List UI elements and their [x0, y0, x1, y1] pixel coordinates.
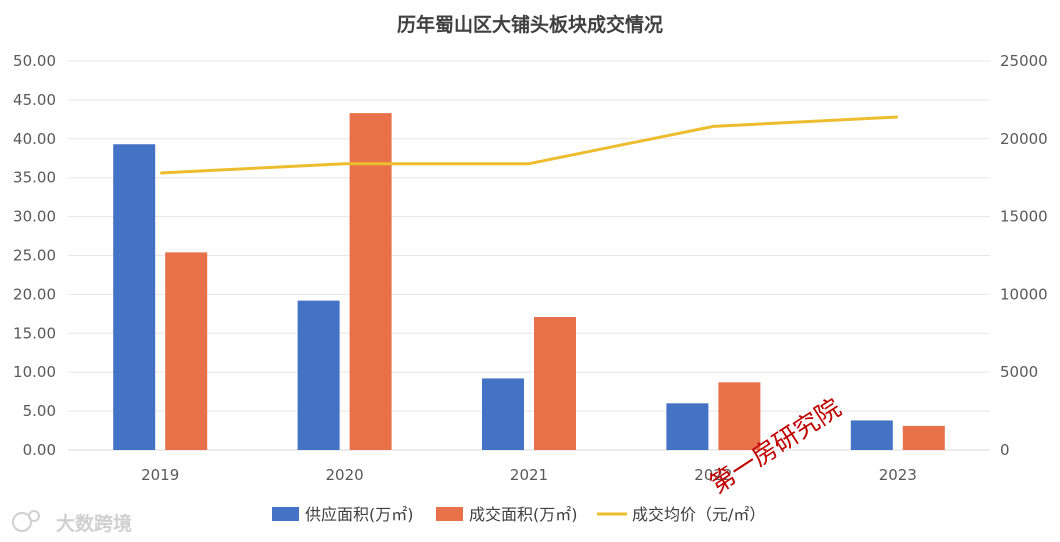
bar-deal-area-2022 [718, 382, 761, 450]
line-series [160, 115, 898, 175]
gridlines [68, 60, 990, 451]
y-right-tick-label: 5000 [1000, 363, 1038, 381]
bar-deal-area-2019 [165, 252, 208, 450]
y-left-tick-label: 5.00 [23, 402, 56, 420]
bar-supply-2022 [666, 403, 709, 450]
y-left-tick-label: 35.00 [13, 169, 56, 187]
legend-label-price: 成交均价（元/㎡） [632, 505, 765, 524]
watermark-logo-icon [12, 512, 32, 532]
y-left-tick-label: 45.00 [13, 91, 56, 109]
price-line [160, 115, 898, 175]
x-tick-label: 2020 [326, 466, 364, 484]
right-axis-ticks: 0 5000 10000 15000 20000 25000 [1000, 52, 1048, 459]
bar-supply-2020 [297, 300, 340, 450]
y-left-tick-label: 0.00 [23, 441, 56, 459]
y-right-tick-label: 15000 [1000, 208, 1048, 226]
y-left-tick-label: 50.00 [13, 52, 56, 70]
y-left-tick-label: 40.00 [13, 130, 56, 148]
bar-supply-2019 [113, 144, 156, 450]
bar-deal-area-2023 [902, 425, 945, 450]
legend: 供应面积(万㎡) 成交面积(万㎡) 成交均价（元/㎡） [272, 505, 765, 524]
y-left-tick-label: 15.00 [13, 324, 56, 342]
y-left-tick-label: 20.00 [13, 285, 56, 303]
legend-swatch-supply [272, 507, 299, 521]
watermark-corner-text: 大数跨境 [56, 512, 132, 535]
y-right-tick-label: 10000 [1000, 285, 1048, 303]
bar-supply-2021 [482, 378, 524, 450]
x-tick-label: 2019 [141, 466, 179, 484]
left-axis-ticks: 0.00 5.00 10.00 15.00 20.00 25.00 30.00 35.00 40… [13, 52, 56, 459]
watermark-corner: 大数跨境 [12, 510, 132, 535]
x-tick-label: 2022 [694, 466, 732, 484]
y-left-tick-label: 30.00 [13, 208, 56, 226]
bar-deal-area-2021 [534, 316, 576, 450]
bar-deal-area-2020 [349, 113, 392, 450]
y-right-tick-label: 25000 [1000, 52, 1048, 70]
legend-label-supply: 供应面积(万㎡) [305, 505, 414, 524]
x-tick-label: 2021 [510, 466, 548, 484]
y-left-tick-label: 10.00 [13, 363, 56, 381]
x-axis-ticks: 2019 2020 2021 2022 2023 [141, 466, 917, 484]
x-tick-label: 2023 [879, 466, 917, 484]
y-right-tick-label: 20000 [1000, 130, 1048, 148]
y-left-tick-label: 25.00 [13, 247, 56, 265]
bar-supply-2023 [850, 420, 893, 450]
bar-marks [113, 113, 945, 450]
chart-title: 历年蜀山区大铺头板块成交情况 [397, 13, 663, 36]
legend-swatch-deal-area [436, 507, 463, 521]
legend-label-deal-area: 成交面积(万㎡) [469, 505, 578, 524]
watermark-logo-dot [28, 510, 40, 522]
y-right-tick-label: 0 [1000, 441, 1010, 459]
